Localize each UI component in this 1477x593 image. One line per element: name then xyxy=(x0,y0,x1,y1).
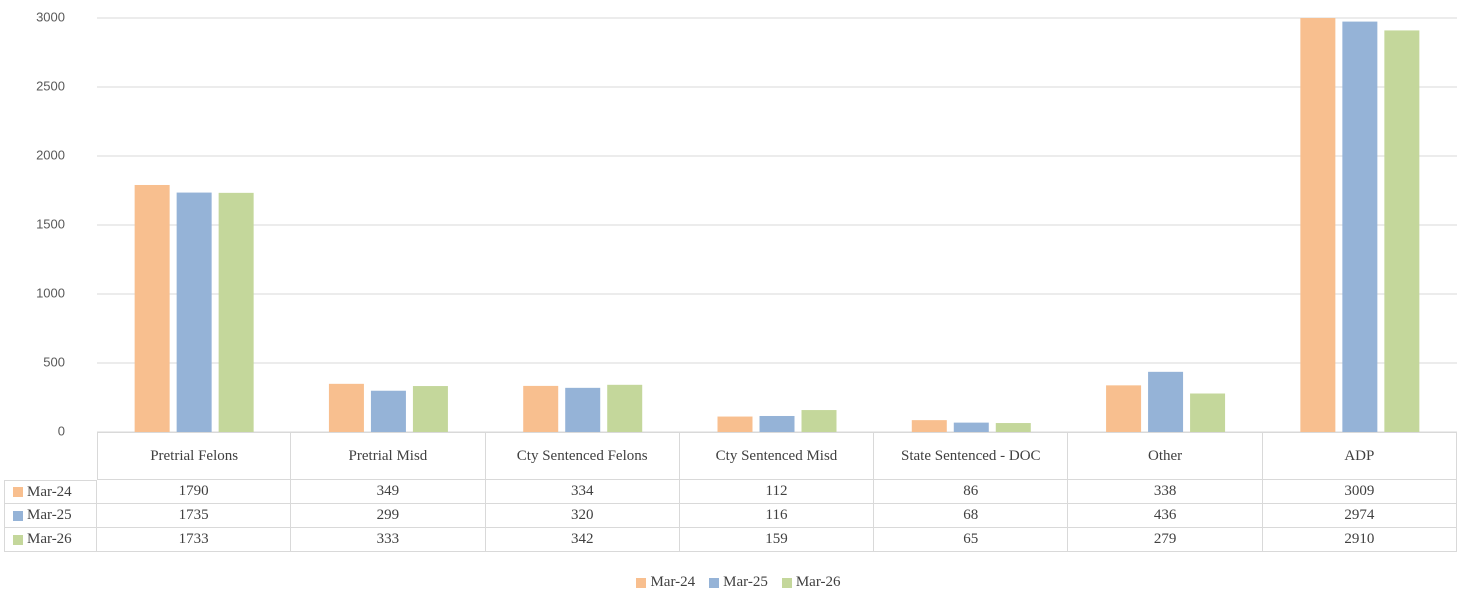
series-name: Mar-26 xyxy=(27,531,72,548)
table-header-cell: ADP xyxy=(1262,432,1457,480)
bar xyxy=(412,386,448,432)
y-tick-label: 3000 xyxy=(36,9,65,24)
bar xyxy=(1148,371,1184,432)
table-header-cell: Pretrial Misd xyxy=(291,432,486,480)
bar xyxy=(911,420,947,432)
table-cell: 320 xyxy=(485,504,680,528)
table-cell: 1733 xyxy=(97,528,292,552)
series-name: Mar-24 xyxy=(27,483,72,500)
y-tick-label: 1000 xyxy=(36,285,65,300)
table-cell: 65 xyxy=(874,528,1069,552)
bar xyxy=(523,385,559,432)
legend-key xyxy=(13,534,23,545)
table-cell: 436 xyxy=(1068,504,1263,528)
y-tick-label: 1500 xyxy=(36,216,65,231)
table-cell: 116 xyxy=(679,504,875,528)
legend-item: Mar-24 xyxy=(636,574,695,591)
bar xyxy=(1190,393,1226,432)
table-cell: 86 xyxy=(874,480,1069,504)
legend-label: Mar-26 xyxy=(795,574,841,590)
bar xyxy=(801,410,837,432)
table-header-cell: State Sentenced - DOC xyxy=(874,432,1069,480)
table-cell: 2910 xyxy=(1262,528,1457,552)
table-cell: 1790 xyxy=(97,480,292,504)
table-cell: 112 xyxy=(679,480,875,504)
legend-label: Mar-25 xyxy=(723,574,768,590)
table-row-header: Mar-24 xyxy=(4,480,97,504)
table-cell: 342 xyxy=(485,528,680,552)
bar xyxy=(717,416,753,432)
bar xyxy=(1384,30,1420,432)
bar xyxy=(759,415,795,432)
legend-item: Mar-26 xyxy=(781,574,841,591)
y-tick-label: 2000 xyxy=(36,147,65,162)
legend-key xyxy=(636,577,647,588)
table-cell: 279 xyxy=(1068,528,1263,552)
legend-key xyxy=(13,487,23,497)
table-cell: 349 xyxy=(291,480,486,504)
table-cell: 3009 xyxy=(1262,480,1457,504)
legend-key xyxy=(781,577,792,588)
table-cell: 299 xyxy=(291,504,486,528)
table-header-cell: Other xyxy=(1068,432,1263,480)
bar xyxy=(1342,21,1378,432)
table-header-cell: Cty Sentenced Felons xyxy=(485,432,680,480)
table-cell: 159 xyxy=(679,528,875,552)
bar xyxy=(1106,385,1142,432)
series-name: Mar-25 xyxy=(27,507,72,524)
bar xyxy=(328,383,364,432)
bar xyxy=(565,387,601,432)
table-cell: 338 xyxy=(1068,480,1263,504)
bar xyxy=(218,192,254,432)
bars xyxy=(134,18,1420,432)
bar xyxy=(134,184,170,432)
bar xyxy=(370,390,406,432)
legend-key xyxy=(709,577,720,588)
bar xyxy=(607,384,643,432)
table-row-header: Mar-26 xyxy=(4,528,97,552)
bar xyxy=(1300,18,1336,432)
table-header-cell: Cty Sentenced Misd xyxy=(679,432,875,480)
table-cell: 333 xyxy=(291,528,486,552)
legend-item: Mar-25 xyxy=(709,574,768,591)
legend: Mar-24 Mar-25 Mar-26 xyxy=(0,574,1477,591)
bar xyxy=(995,423,1031,432)
y-tick-label: 0 xyxy=(58,423,65,438)
y-tick-label: 2500 xyxy=(36,78,65,93)
legend-label: Mar-24 xyxy=(650,574,696,590)
bar xyxy=(176,192,212,432)
table-cell: 334 xyxy=(485,480,680,504)
table-header-cell: Pretrial Felons xyxy=(97,432,292,480)
table-cell: 1735 xyxy=(97,504,292,528)
table-cell: 68 xyxy=(874,504,1069,528)
table-row-header: Mar-25 xyxy=(4,504,97,528)
y-tick-label: 500 xyxy=(43,354,65,369)
bar xyxy=(953,422,989,432)
legend-key xyxy=(13,510,23,521)
table-cell: 2974 xyxy=(1262,504,1457,528)
